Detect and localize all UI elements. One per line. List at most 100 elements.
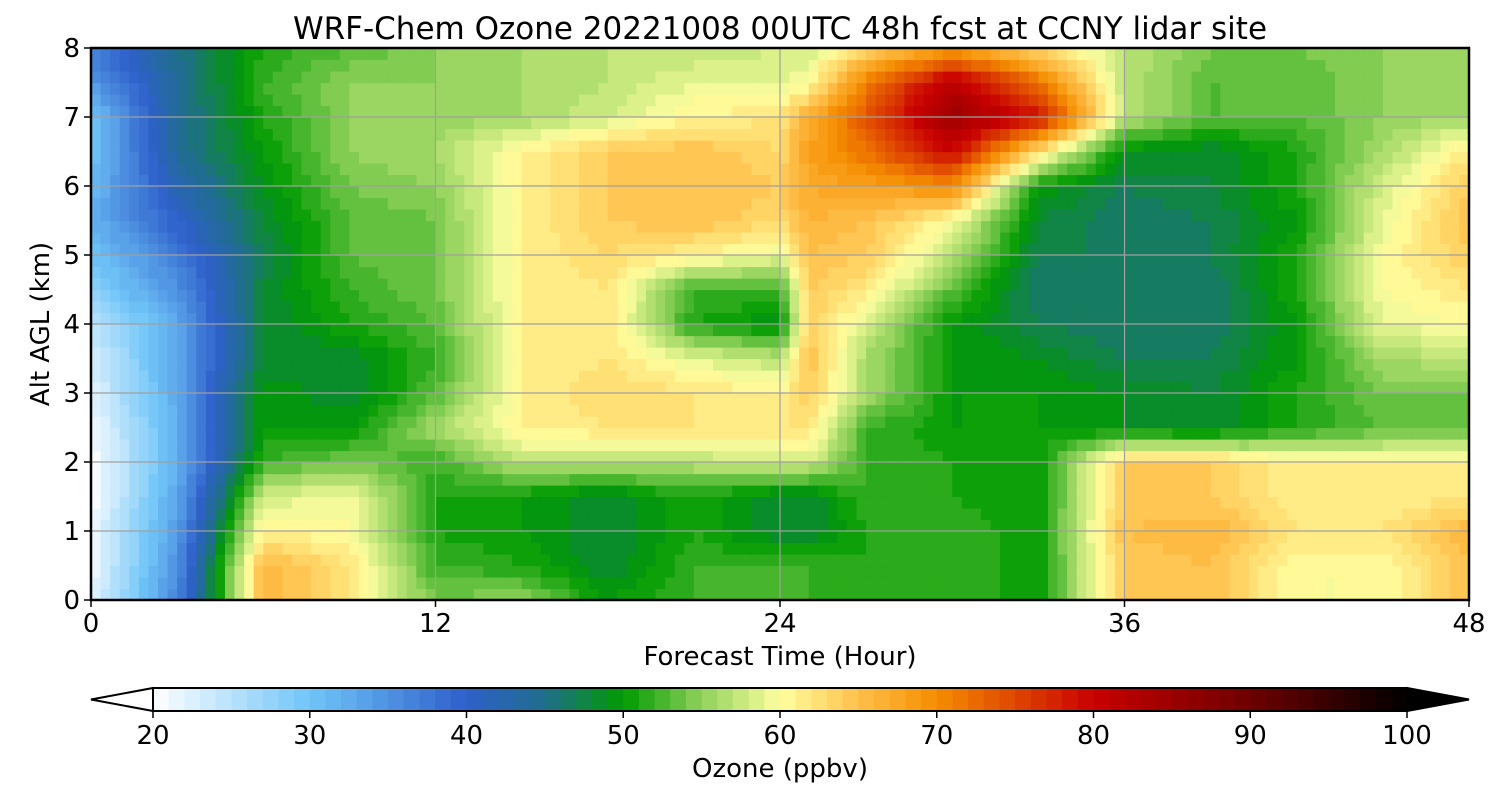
heatmap-cell bbox=[674, 324, 685, 337]
heatmap-cell bbox=[1028, 358, 1039, 371]
heatmap-cell bbox=[435, 565, 446, 578]
heatmap-cell bbox=[770, 301, 781, 314]
heatmap-cell bbox=[588, 485, 599, 498]
heatmap-cell bbox=[741, 439, 752, 452]
heatmap-cell bbox=[1354, 312, 1365, 325]
heatmap-cell bbox=[1373, 450, 1384, 463]
heatmap-cell bbox=[435, 554, 446, 567]
heatmap-cell bbox=[990, 266, 1001, 279]
heatmap-cell bbox=[856, 519, 867, 532]
heatmap-cell bbox=[569, 243, 580, 256]
heatmap-cell bbox=[1430, 404, 1441, 417]
heatmap-cell bbox=[1124, 255, 1135, 268]
heatmap-cell bbox=[684, 278, 695, 291]
heatmap-cell bbox=[1296, 508, 1307, 521]
heatmap-cell bbox=[1268, 542, 1279, 555]
heatmap-cell bbox=[301, 197, 312, 210]
heatmap-cell bbox=[1019, 347, 1030, 360]
heatmap-cell bbox=[1143, 416, 1154, 429]
heatmap-cell bbox=[1000, 301, 1011, 314]
heatmap-cell bbox=[368, 393, 379, 406]
heatmap-cell bbox=[1210, 278, 1221, 291]
heatmap-cell bbox=[1191, 439, 1202, 452]
heatmap-cell bbox=[550, 577, 561, 590]
heatmap-cell bbox=[339, 255, 350, 268]
heatmap-cell bbox=[856, 496, 867, 509]
heatmap-cell bbox=[272, 278, 283, 291]
heatmap-cell bbox=[655, 473, 666, 486]
heatmap-cell bbox=[301, 266, 312, 279]
heatmap-cell bbox=[1201, 393, 1212, 406]
heatmap-cell bbox=[760, 496, 772, 509]
heatmap-cell bbox=[559, 220, 571, 233]
heatmap-cell bbox=[703, 496, 714, 509]
heatmap-cell bbox=[665, 301, 676, 314]
heatmap-cell bbox=[406, 450, 417, 463]
heatmap-cell bbox=[531, 496, 542, 509]
heatmap-cell bbox=[224, 197, 236, 210]
heatmap-cell bbox=[971, 473, 982, 486]
heatmap-cell bbox=[1392, 473, 1403, 486]
heatmap-cell bbox=[445, 370, 456, 383]
heatmap-cell bbox=[1086, 381, 1097, 394]
heatmap-cell bbox=[933, 416, 944, 429]
heatmap-cell bbox=[1248, 347, 1260, 360]
heatmap-cell bbox=[406, 358, 417, 371]
heatmap-cell bbox=[186, 416, 197, 429]
heatmap-cell bbox=[1354, 473, 1365, 486]
heatmap-cell bbox=[416, 508, 427, 521]
heatmap-cell bbox=[1373, 335, 1384, 348]
heatmap-cell bbox=[626, 439, 638, 452]
heatmap-cell bbox=[1344, 577, 1355, 590]
heatmap-cell bbox=[282, 289, 293, 302]
heatmap-cell bbox=[349, 450, 360, 463]
heatmap-cell bbox=[1296, 209, 1307, 222]
heatmap-cell bbox=[540, 588, 551, 601]
heatmap-cell bbox=[110, 519, 121, 532]
heatmap-cell bbox=[378, 278, 389, 291]
heatmap-cell bbox=[626, 347, 638, 360]
heatmap-cell bbox=[626, 220, 638, 233]
heatmap-cell bbox=[311, 439, 322, 452]
heatmap-cell bbox=[435, 209, 446, 222]
heatmap-cell bbox=[885, 531, 896, 544]
heatmap-cell bbox=[119, 381, 130, 394]
heatmap-cell bbox=[119, 358, 130, 371]
heatmap-cell bbox=[1124, 496, 1135, 509]
heatmap-cell bbox=[665, 565, 676, 578]
heatmap-cell bbox=[626, 243, 638, 256]
heatmap-cell bbox=[990, 370, 1001, 383]
heatmap-cell bbox=[349, 301, 360, 314]
heatmap-cell bbox=[358, 542, 370, 555]
heatmap-cell bbox=[473, 439, 484, 452]
heatmap-cell bbox=[454, 473, 465, 486]
heatmap-cell bbox=[244, 473, 255, 486]
heatmap-cell bbox=[760, 404, 772, 417]
heatmap-cell bbox=[1402, 519, 1413, 532]
heatmap-cell bbox=[655, 289, 666, 302]
heatmap-cell bbox=[368, 381, 379, 394]
heatmap-cell bbox=[980, 301, 992, 314]
heatmap-cell bbox=[1191, 243, 1202, 256]
heatmap-cell bbox=[1287, 335, 1298, 348]
heatmap-cell bbox=[244, 588, 255, 601]
heatmap-cell bbox=[244, 416, 255, 429]
heatmap-cell bbox=[607, 209, 618, 222]
heatmap-cell bbox=[732, 220, 743, 233]
heatmap-cell bbox=[1114, 404, 1126, 417]
heatmap-cell bbox=[1191, 232, 1202, 245]
heatmap-cell bbox=[349, 243, 360, 256]
heatmap-cell bbox=[1162, 266, 1173, 279]
heatmap-cell bbox=[1268, 243, 1279, 256]
heatmap-cell bbox=[349, 347, 360, 360]
heatmap-cell bbox=[1057, 232, 1068, 245]
heatmap-cell bbox=[1124, 232, 1135, 245]
heatmap-cell bbox=[933, 554, 944, 567]
heatmap-cell bbox=[971, 358, 982, 371]
heatmap-cell bbox=[674, 347, 685, 360]
heatmap-cell bbox=[1325, 324, 1336, 337]
heatmap-cell bbox=[291, 370, 303, 383]
heatmap-cell bbox=[1191, 496, 1202, 509]
heatmap-cell bbox=[1239, 255, 1250, 268]
heatmap-cell bbox=[119, 519, 130, 532]
